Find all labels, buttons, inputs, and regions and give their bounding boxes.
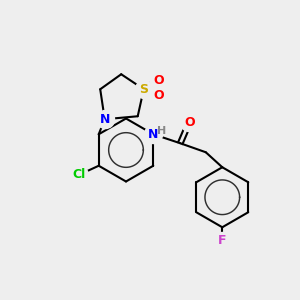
Text: O: O: [153, 89, 164, 102]
Text: O: O: [153, 74, 164, 87]
Text: Cl: Cl: [73, 168, 86, 181]
Text: H: H: [157, 126, 166, 136]
Text: N: N: [100, 113, 110, 126]
Text: O: O: [184, 116, 195, 129]
Text: S: S: [139, 83, 148, 96]
Text: F: F: [218, 234, 226, 247]
Text: N: N: [148, 128, 158, 141]
